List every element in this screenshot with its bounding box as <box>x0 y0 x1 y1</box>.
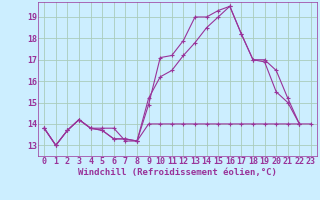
X-axis label: Windchill (Refroidissement éolien,°C): Windchill (Refroidissement éolien,°C) <box>78 168 277 177</box>
